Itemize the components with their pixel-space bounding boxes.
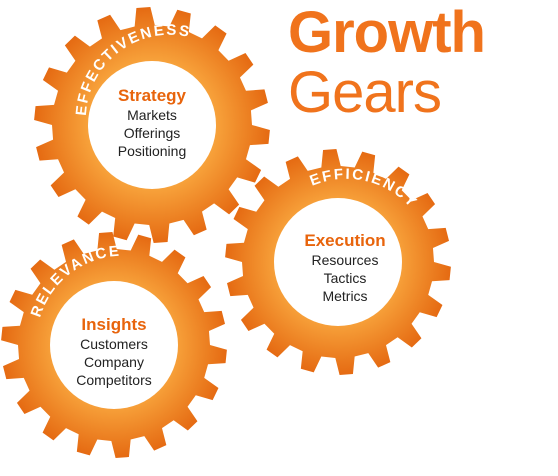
gear-item: Markets bbox=[127, 107, 177, 123]
diagram-title: Growth Gears bbox=[288, 0, 486, 125]
gear-item: Metrics bbox=[322, 288, 368, 304]
gear-content-insights: Insights Customers Company Competitors bbox=[54, 315, 174, 389]
gear-hub-effectiveness bbox=[88, 61, 216, 189]
gear-heading-insights: Insights bbox=[81, 315, 147, 334]
gear-heading-execution: Execution bbox=[304, 231, 386, 250]
gear-efficiency: EFFICIENCY bbox=[225, 149, 451, 375]
gear-item: Positioning bbox=[117, 143, 187, 159]
gear-item: Company bbox=[84, 354, 144, 370]
gear-effectiveness: EFFECTIVENESS bbox=[34, 7, 270, 243]
gear-item: Customers bbox=[80, 336, 148, 352]
gear-heading-strategy: Strategy bbox=[117, 86, 187, 105]
gear-relevance: RELEVANCE bbox=[1, 232, 227, 458]
title-line-1: Growth bbox=[288, 0, 486, 65]
gear-hub-relevance bbox=[50, 281, 178, 409]
gear-item: Competitors bbox=[76, 372, 152, 388]
title-line-2: Gears bbox=[288, 60, 442, 125]
gear-item: Resources bbox=[311, 252, 379, 268]
gear-item: Tactics bbox=[323, 270, 367, 286]
gear-item: Offerings bbox=[123, 125, 181, 141]
gear-content-execution: Execution Resources Tactics Metrics bbox=[285, 231, 405, 305]
gear-hub-efficiency bbox=[274, 198, 402, 326]
gear-content-strategy: Strategy Markets Offerings Positioning bbox=[92, 86, 212, 160]
